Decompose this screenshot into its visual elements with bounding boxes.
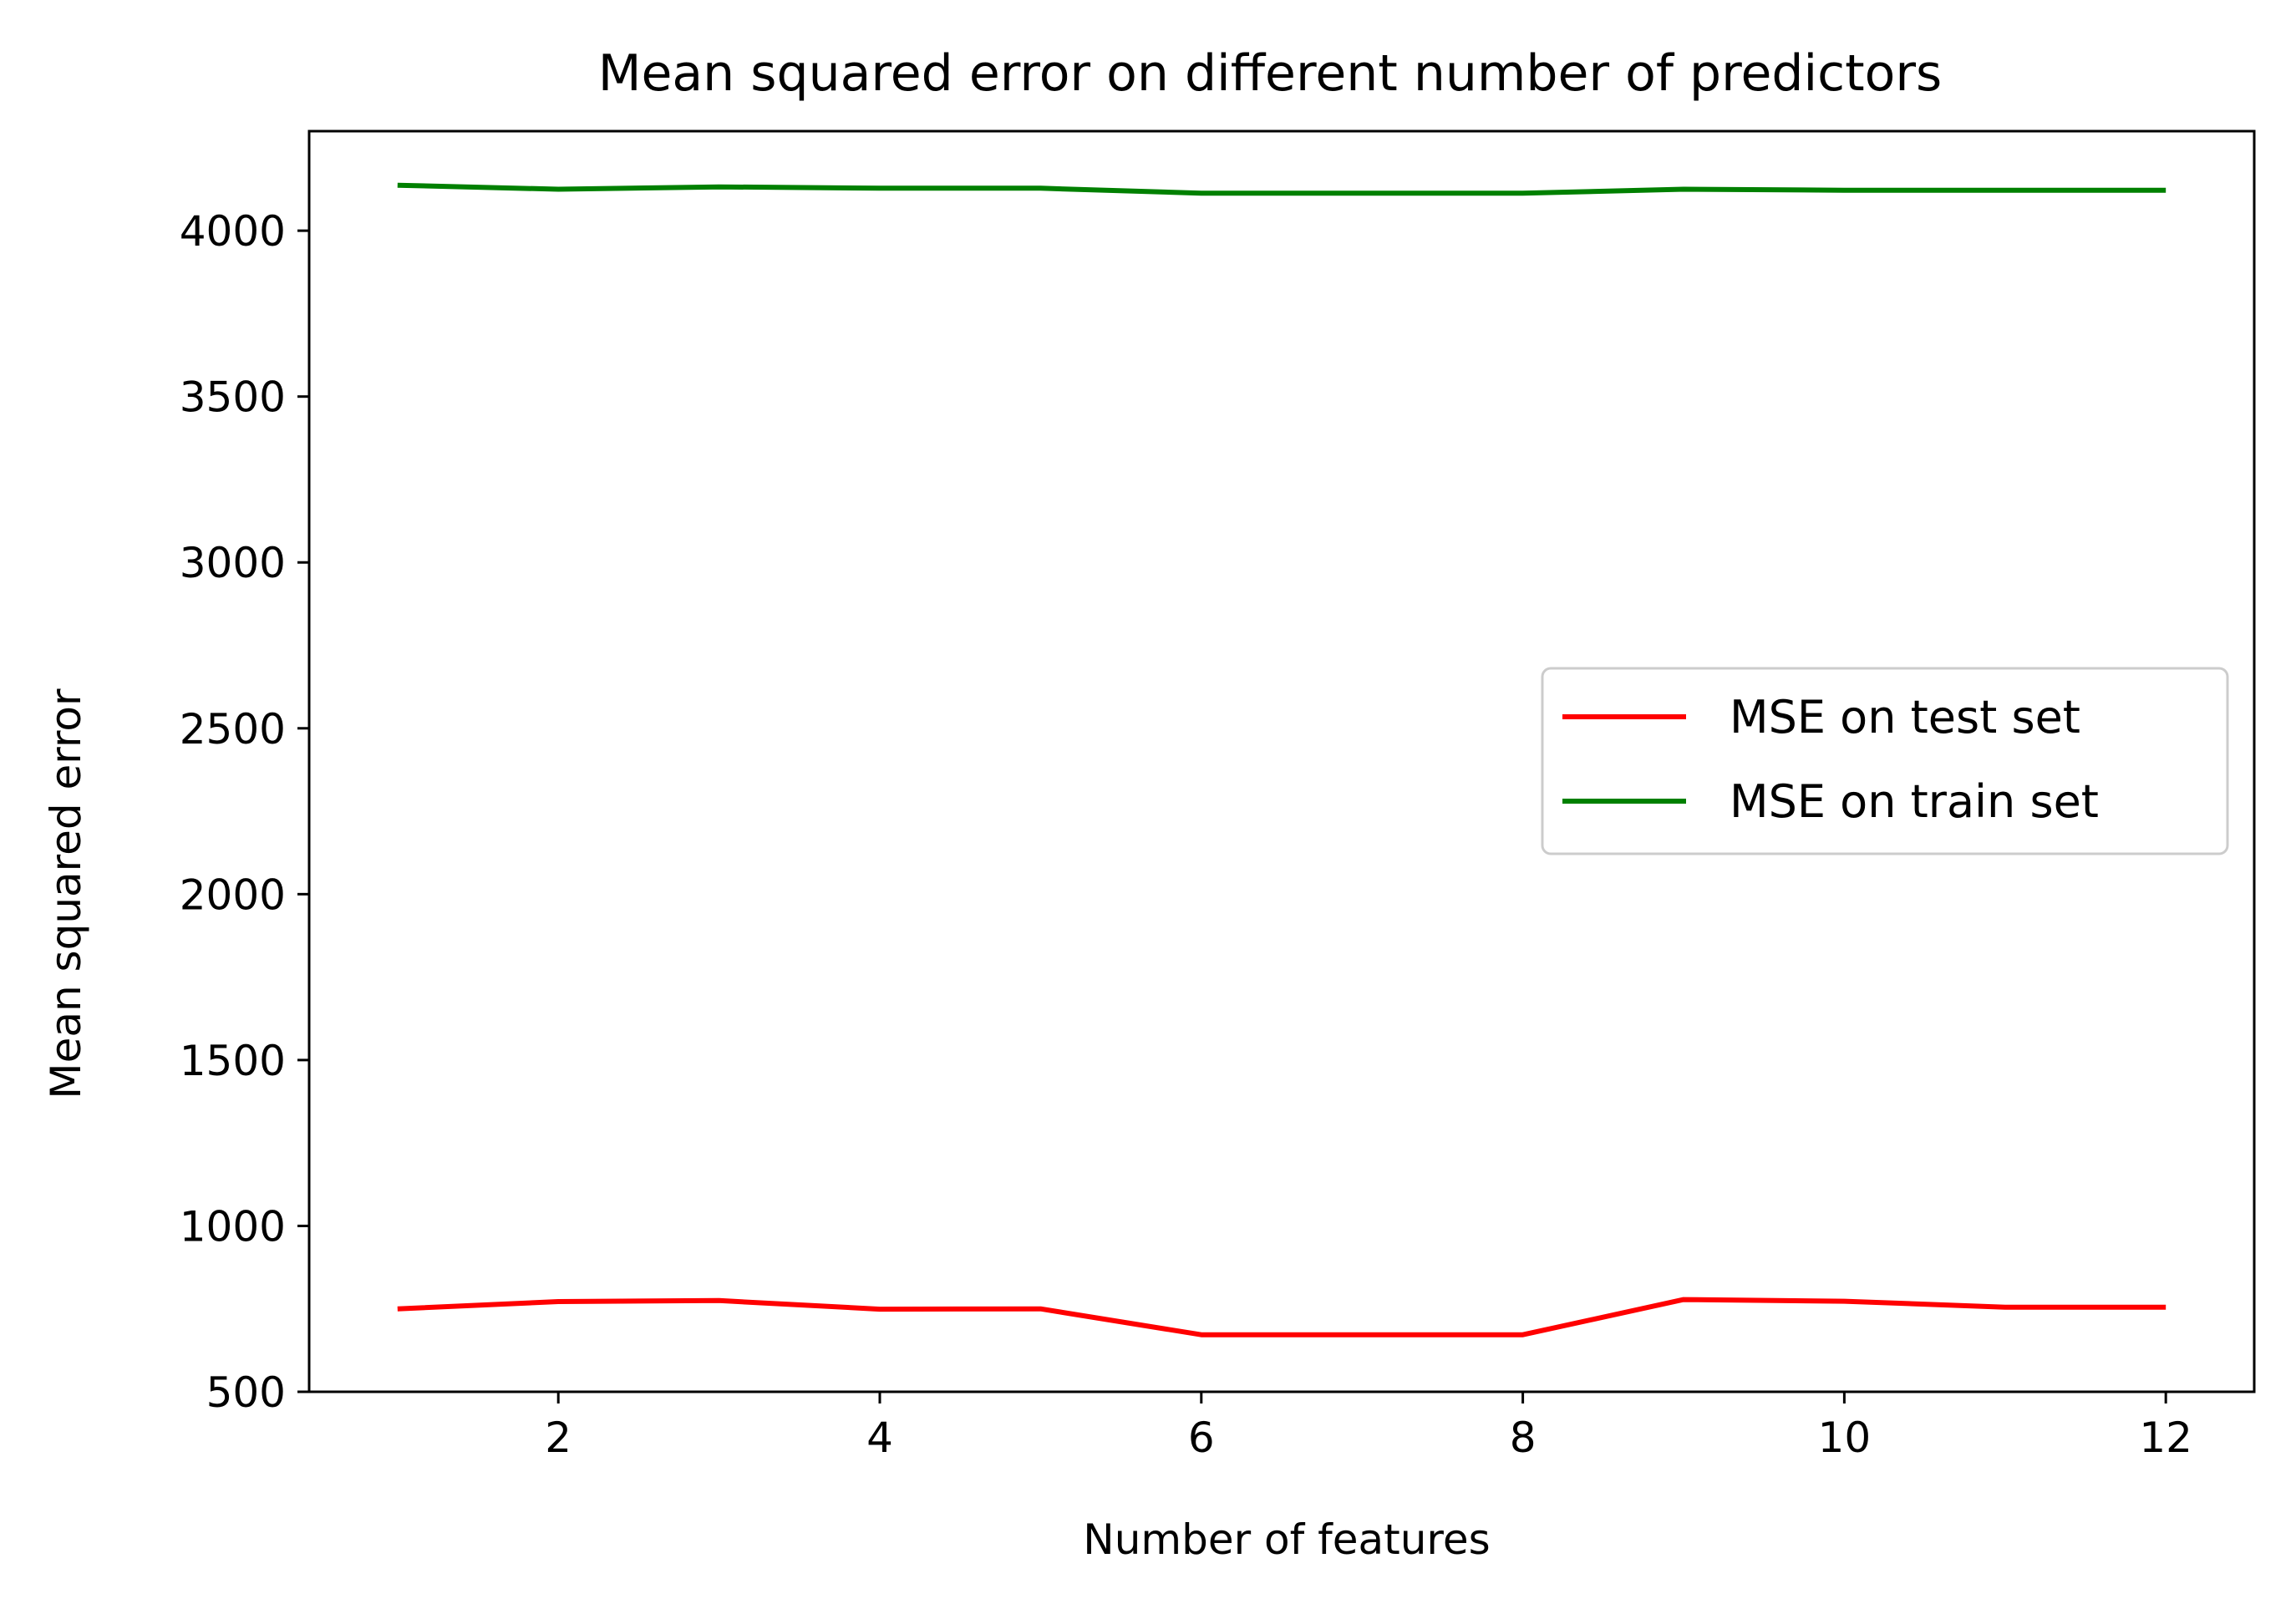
- legend-box: [1541, 667, 2229, 855]
- legend: MSE on test set MSE on train set: [1541, 667, 2229, 855]
- x-tick-label: 6: [1188, 1414, 1215, 1462]
- y-tick-label: 3000: [180, 539, 286, 587]
- y-tick-label: 3500: [180, 373, 286, 422]
- ticks-layer: 2 4 6 8 10 12 500 1000 1500 2000 2500 3000 3500 4000: [180, 207, 2192, 1462]
- x-tick-label: 12: [2139, 1414, 2192, 1462]
- series-line-test: [397, 1297, 2166, 1337]
- x-tick-label: 4: [866, 1414, 893, 1462]
- series-line-train: [397, 182, 2166, 196]
- y-axis-label: Mean squared error: [42, 688, 90, 1099]
- x-tick-label: 2: [545, 1414, 571, 1462]
- y-tick-label: 2000: [180, 870, 286, 919]
- y-tick-label: 1000: [180, 1202, 286, 1251]
- x-tick-label: 8: [1510, 1414, 1537, 1462]
- series-layer: [397, 182, 2166, 1337]
- legend-label-test: MSE on test set: [1730, 691, 2080, 744]
- y-tick-label: 1500: [180, 1037, 286, 1085]
- x-axis-label: Number of features: [1083, 1515, 1490, 1564]
- y-tick-label: 2500: [180, 705, 286, 754]
- x-tick-label: 10: [1818, 1414, 1872, 1462]
- y-tick-label: 4000: [180, 207, 286, 256]
- chart-title: Mean squared error on different number o…: [598, 44, 1943, 103]
- y-tick-label: 500: [206, 1368, 286, 1417]
- legend-label-train: MSE on train set: [1730, 775, 2099, 828]
- plot-frame: [307, 129, 2256, 1393]
